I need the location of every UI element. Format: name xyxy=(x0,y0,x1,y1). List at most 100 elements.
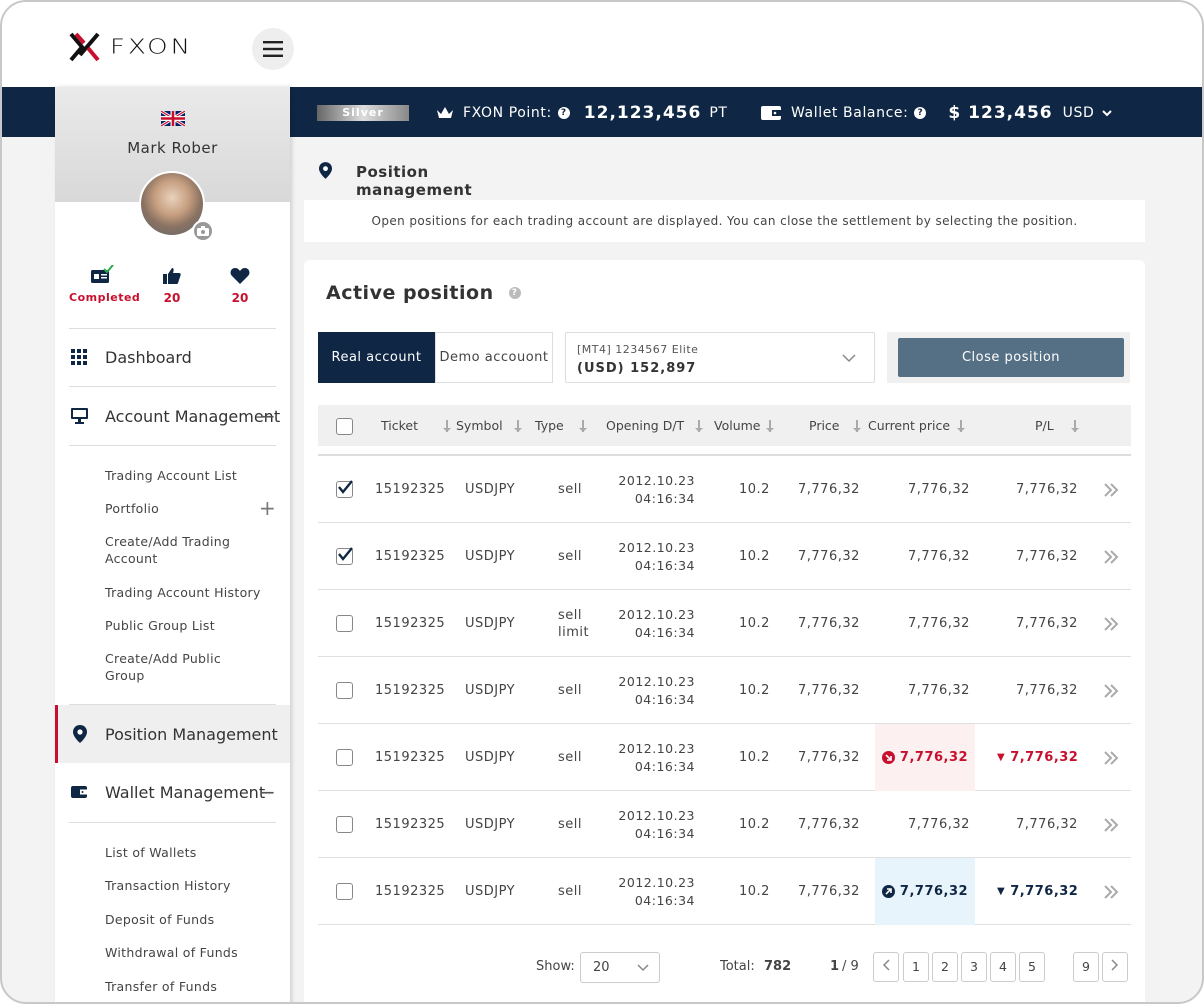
collapse-icon[interactable]: − xyxy=(259,780,276,804)
pl-value: 7,776,32 xyxy=(1016,549,1078,564)
sidebar-item-dashboard[interactable]: Dashboard xyxy=(55,328,290,386)
favorites-stat[interactable]: 20 xyxy=(223,267,257,305)
row-checkbox[interactable] xyxy=(336,816,353,833)
sort-icon[interactable] xyxy=(578,419,587,432)
fxon-logo[interactable]: FXON xyxy=(68,31,193,63)
row-detail-button[interactable] xyxy=(1103,590,1119,657)
sidebar-subitem-trading-account-list[interactable]: Trading Account List xyxy=(105,468,238,483)
sidebar-subitem-transaction-history[interactable]: Transaction History xyxy=(105,878,231,893)
sidebar-subitem-create-public-group[interactable]: Create/Add Public Group xyxy=(105,651,222,683)
page-button-4[interactable]: 4 xyxy=(990,952,1016,982)
sidebar-subitem-deposit-of-funds[interactable]: Deposit of Funds xyxy=(105,912,215,927)
price: 7,776,32 xyxy=(798,482,860,497)
row-checkbox[interactable] xyxy=(336,749,353,766)
sort-icon[interactable] xyxy=(765,419,774,432)
table-row[interactable]: 15192325 USDJPY sell 2012.10.23 04:16:34 10.2… xyxy=(318,523,1131,590)
current-price: 7,776,32 xyxy=(908,616,970,631)
double-chevron-right-icon xyxy=(1104,549,1119,564)
wallet-icon xyxy=(761,106,781,120)
hamburger-menu-button[interactable] xyxy=(252,28,294,70)
column-opening-dt[interactable]: Opening D/T xyxy=(606,418,704,433)
expand-icon[interactable]: + xyxy=(259,496,276,520)
chevron-right-icon xyxy=(1111,959,1119,971)
sort-icon[interactable] xyxy=(442,419,451,432)
volume: 10.2 xyxy=(739,817,770,832)
sort-icon[interactable] xyxy=(513,419,522,432)
thumbs-up-icon xyxy=(163,268,181,284)
divider xyxy=(69,445,276,446)
sort-icon[interactable] xyxy=(852,419,861,432)
table-row[interactable]: 15192325 USDJPY sell 2012.10.23 04:16:34 10.2… xyxy=(318,657,1131,724)
collapse-icon[interactable]: − xyxy=(259,404,276,428)
prev-page-button[interactable] xyxy=(873,952,899,982)
column-type[interactable]: Type xyxy=(535,418,587,433)
table-row[interactable]: 15192325 USDJPY sell 2012.10.23 04:16:34 10.2… xyxy=(318,858,1131,925)
sidebar-item-wallet-management[interactable]: Wallet Management − xyxy=(55,763,290,821)
info-banner: Open positions for each trading account … xyxy=(304,200,1145,242)
sidebar-item-account-management[interactable]: Account Management − xyxy=(55,387,290,445)
table-row[interactable]: 15192325 USDJPY sell 2012.10.23 04:16:34 10.2… xyxy=(318,456,1131,523)
down-arrow-icon: ▼ xyxy=(997,886,1006,897)
uk-flag-icon[interactable] xyxy=(161,111,185,126)
column-pl[interactable]: P/L xyxy=(1035,418,1079,433)
ticket: 15192325 xyxy=(375,884,446,899)
row-detail-button[interactable] xyxy=(1103,724,1119,791)
help-icon[interactable]: ? xyxy=(508,287,521,299)
sidebar-subitem-public-group-list[interactable]: Public Group List xyxy=(105,618,215,633)
camera-icon[interactable] xyxy=(192,220,214,242)
next-page-button[interactable] xyxy=(1102,952,1128,982)
close-position-button[interactable]: Close position xyxy=(898,338,1124,377)
page-button-1[interactable]: 1 xyxy=(903,952,929,982)
table-row[interactable]: 15192325 USDJPY sell 2012.10.23 04:16:34 10.2… xyxy=(318,724,1131,791)
row-checkbox[interactable] xyxy=(336,480,353,498)
volume: 10.2 xyxy=(739,884,770,899)
sidebar-subitem-transfer-of-funds[interactable]: Transfer of Funds xyxy=(105,979,218,994)
currency-select[interactable]: USD xyxy=(1063,105,1113,121)
id-card-check-icon xyxy=(91,264,114,283)
row-detail-button[interactable] xyxy=(1103,791,1119,858)
likes-stat[interactable]: 20 xyxy=(155,267,189,305)
account-select[interactable]: [MT4] 1234567 Elite (USD) 152,897 xyxy=(565,332,875,383)
help-icon[interactable]: ? xyxy=(557,107,570,119)
row-detail-button[interactable] xyxy=(1103,858,1119,925)
row-detail-button[interactable] xyxy=(1103,456,1119,523)
table-row[interactable]: 15192325 USDJPY sell 2012.10.23 04:16:34 10.2… xyxy=(318,791,1131,858)
row-detail-button[interactable] xyxy=(1103,523,1119,590)
double-chevron-right-icon xyxy=(1104,683,1119,698)
help-icon[interactable]: ? xyxy=(914,107,927,119)
column-label: Current price xyxy=(868,418,951,433)
sidebar-item-position-management[interactable]: Position Management xyxy=(55,705,290,763)
sort-icon[interactable] xyxy=(957,419,966,432)
row-checkbox[interactable] xyxy=(336,682,353,699)
sidebar: Mark Rober Completed 20 20 xyxy=(55,87,290,1002)
account-select-line2: (USD) 152,897 xyxy=(577,361,697,376)
page-button-2[interactable]: 2 xyxy=(932,952,958,982)
double-chevron-right-icon xyxy=(1104,482,1119,497)
column-symbol[interactable]: Symbol xyxy=(456,418,522,433)
page-button-9[interactable]: 9 xyxy=(1073,952,1099,982)
sidebar-subitem-create-trading-account[interactable]: Create/Add Trading Account xyxy=(105,534,231,566)
table-row[interactable]: 15192325 USDJPY sell limit 2012.10.23 04:16:… xyxy=(318,590,1131,657)
row-detail-button[interactable] xyxy=(1103,657,1119,724)
real-account-tab[interactable]: Real account xyxy=(318,332,435,383)
sidebar-subitem-list-of-wallets[interactable]: List of Wallets xyxy=(105,845,197,860)
page-size-select[interactable]: 20 xyxy=(580,952,660,983)
row-checkbox[interactable] xyxy=(336,615,353,632)
sidebar-subitem-portfolio[interactable]: Portfolio xyxy=(105,501,160,516)
kyc-status[interactable]: Completed xyxy=(69,264,140,304)
select-all-checkbox[interactable] xyxy=(336,418,353,435)
row-checkbox[interactable] xyxy=(336,883,353,900)
sidebar-subitem-trading-account-history[interactable]: Trading Account History xyxy=(105,585,261,600)
page-button-3[interactable]: 3 xyxy=(961,952,987,982)
sort-icon[interactable] xyxy=(695,419,704,432)
sidebar-subitem-withdrawal-of-funds[interactable]: Withdrawal of Funds xyxy=(105,945,238,960)
column-price[interactable]: Price xyxy=(809,418,861,433)
column-ticket[interactable]: Ticket xyxy=(381,418,451,433)
top-bar: FXON xyxy=(2,2,1202,87)
column-current-price[interactable]: Current price xyxy=(868,418,966,433)
page-button-5[interactable]: 5 xyxy=(1019,952,1045,982)
sort-icon[interactable] xyxy=(1070,419,1079,432)
demo-account-tab[interactable]: Demo accouont xyxy=(435,332,553,383)
row-checkbox[interactable] xyxy=(336,547,353,565)
column-volume[interactable]: Volume xyxy=(714,418,774,433)
